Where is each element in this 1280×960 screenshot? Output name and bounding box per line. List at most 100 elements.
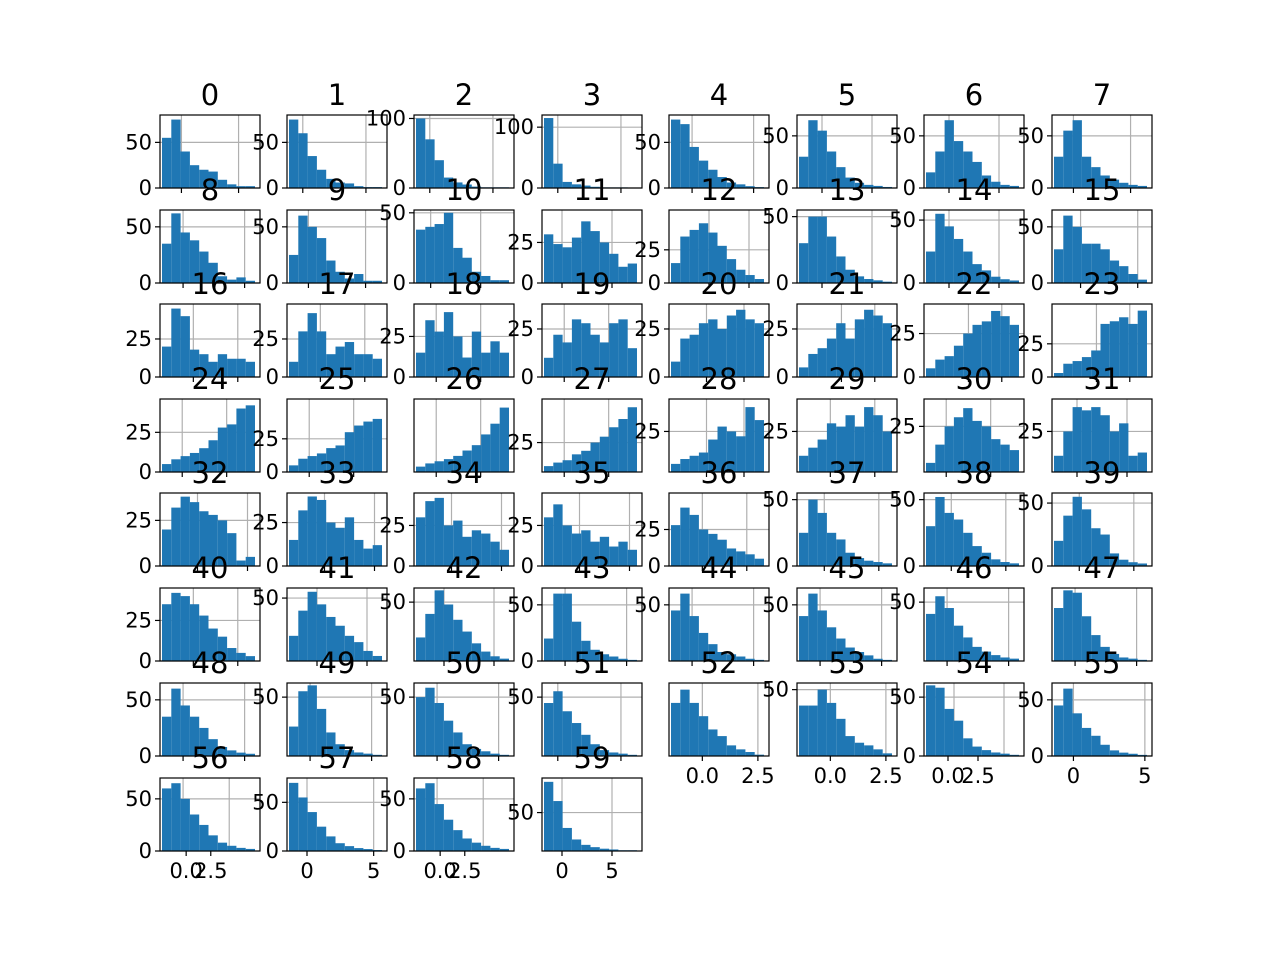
subplot-title: 55	[1084, 646, 1121, 680]
histogram-bar	[689, 455, 699, 472]
histogram-bar	[590, 649, 600, 661]
y-tick-label: 25	[507, 513, 534, 537]
histogram-bar	[562, 247, 572, 283]
y-tick-label: 50	[762, 488, 789, 512]
axes-frame	[668, 303, 770, 378]
y-tick-label: 0	[776, 554, 789, 578]
subplot-title: 59	[574, 741, 611, 775]
y-tick-label: 50	[252, 586, 279, 610]
histogram-bar	[1063, 215, 1073, 283]
histogram-bar	[416, 517, 426, 566]
histogram-bar	[544, 638, 554, 661]
subplot-title: 40	[192, 551, 229, 585]
axes-frame	[159, 492, 261, 567]
histogram-bar	[1100, 323, 1110, 377]
histogram-bar	[1063, 431, 1073, 472]
histogram-bar	[864, 309, 874, 377]
histogram-bar	[189, 240, 200, 283]
histogram-bar	[354, 354, 364, 377]
histogram-bar	[199, 169, 209, 188]
histogram-bar	[581, 450, 591, 472]
subplot-title: 20	[701, 267, 738, 301]
x-tick-label: 0.0	[686, 764, 719, 788]
histogram-bar	[1109, 260, 1120, 283]
histogram-bar	[289, 726, 299, 756]
histogram-bar	[434, 331, 444, 377]
histogram-bar	[717, 426, 727, 472]
histogram-bar	[1109, 321, 1120, 377]
histogram-bar	[671, 610, 681, 661]
histogram-bar	[471, 842, 482, 851]
subplot-43: 43 0 50	[507, 551, 643, 673]
subplot-15: 15 0 50	[1017, 173, 1153, 295]
histogram-bar	[335, 445, 345, 472]
histogram-bar	[1054, 249, 1064, 283]
subplot-46: 46 50	[889, 551, 1025, 666]
histogram-bar	[453, 455, 463, 472]
subplot-title: 2	[455, 78, 473, 112]
histogram-bar	[1128, 274, 1138, 283]
histogram-bar	[443, 177, 454, 188]
histogram-bar	[808, 499, 818, 566]
histogram-bar	[162, 346, 172, 377]
y-tick-label: 0	[139, 554, 152, 578]
histogram-bar	[335, 744, 345, 756]
y-tick-label: 25	[889, 414, 916, 438]
subplot-title: 35	[574, 456, 611, 490]
y-tick-label: 50	[379, 201, 406, 225]
axes-frame	[668, 114, 770, 189]
histogram-bar	[363, 753, 373, 756]
subplot-35: 35 0 25	[507, 456, 643, 578]
subplot-55: 55 0 50 0 5	[1017, 646, 1153, 788]
histogram-bar	[609, 427, 619, 472]
y-tick-label: 100	[366, 106, 406, 130]
x-tick-label: 2.5	[448, 859, 481, 883]
histogram-bar	[981, 750, 992, 756]
histogram-bar	[581, 844, 591, 851]
subplot-14: 14 0 50	[889, 173, 1025, 295]
histogram-bar	[171, 688, 181, 756]
histogram-bar	[799, 705, 809, 756]
subplot-title: 16	[192, 267, 229, 301]
y-tick-label: 25	[252, 511, 279, 535]
histogram-bar	[926, 172, 936, 188]
histogram-bar	[490, 280, 500, 283]
histogram-bar	[745, 554, 755, 566]
histogram-bar	[326, 616, 336, 661]
histogram-bar	[717, 245, 727, 283]
histogram-bar	[217, 747, 228, 756]
histogram-bar	[316, 499, 327, 566]
histogram-bar	[1081, 509, 1092, 566]
histogram-bar	[372, 280, 382, 283]
subplot-title: 12	[701, 173, 738, 207]
subplot-13: 13 0 50	[762, 173, 898, 295]
subplot-title: 48	[192, 646, 229, 680]
histogram-bar	[208, 739, 218, 756]
y-tick-label: 25	[634, 317, 661, 341]
subplot-50: 50 50	[379, 646, 515, 761]
histogram-bar	[826, 532, 837, 566]
histogram-bar	[1091, 407, 1101, 472]
subplot-title: 56	[192, 741, 229, 775]
y-tick-label: 50	[125, 130, 152, 154]
histogram-bar	[680, 236, 690, 283]
histogram-bar	[609, 849, 619, 851]
histogram-bar	[817, 130, 827, 188]
histogram-bar	[1000, 184, 1010, 188]
histogram-bar	[562, 827, 572, 851]
histogram-bar	[425, 783, 435, 851]
histogram-bar	[1054, 373, 1064, 377]
subplot-24: 24 0 25	[125, 362, 261, 484]
histogram-bar	[571, 621, 582, 661]
histogram-bar	[1000, 562, 1010, 566]
histogram-bar	[335, 271, 345, 283]
histogram-bar	[1072, 361, 1082, 377]
histogram-bar	[726, 654, 737, 661]
histogram-bar	[618, 419, 628, 472]
histogram-bar	[680, 689, 690, 756]
histogram-bar	[680, 459, 690, 472]
axes-frame	[796, 209, 898, 284]
histogram-bar	[443, 212, 454, 283]
histogram-bar	[826, 151, 837, 188]
